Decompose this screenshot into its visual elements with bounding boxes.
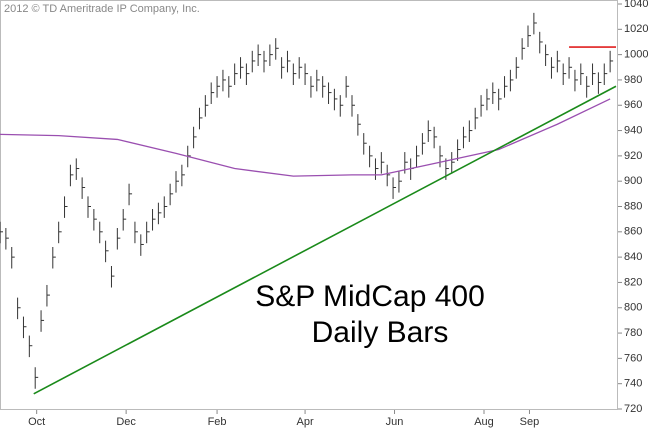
y-tick-label: 920 bbox=[624, 150, 642, 162]
y-tick-label: 840 bbox=[624, 251, 642, 263]
y-tick-label: 960 bbox=[624, 99, 642, 111]
x-tick-label: Feb bbox=[208, 416, 227, 428]
copyright: 2012 © TD Ameritrade IP Company, Inc. bbox=[4, 3, 200, 15]
x-tick-label: Oct bbox=[28, 416, 45, 428]
y-tick-label: 820 bbox=[624, 276, 642, 288]
y-tick-label: 1000 bbox=[624, 49, 648, 61]
x-tick-label: Jun bbox=[386, 416, 404, 428]
line bbox=[33, 85, 617, 395]
x-tick-label: Sep bbox=[520, 416, 540, 428]
y-tick-label: 880 bbox=[624, 200, 642, 212]
y-tick-label: 860 bbox=[624, 226, 642, 238]
y-tick-label: 1020 bbox=[624, 23, 648, 35]
annotation: Daily Bars bbox=[312, 316, 449, 349]
y-tick-label: 800 bbox=[624, 302, 642, 314]
x-tick-label: Apr bbox=[297, 416, 314, 428]
y-tick-label: 720 bbox=[624, 403, 642, 415]
x-tick-label: Dec bbox=[116, 416, 136, 428]
line bbox=[0, 98, 611, 177]
y-tick-label: 780 bbox=[624, 327, 642, 339]
annotation: S&P MidCap 400 bbox=[255, 280, 485, 313]
plot-frame bbox=[0, 0, 618, 410]
x-tick-label: Aug bbox=[474, 416, 494, 428]
y-tick-label: 980 bbox=[624, 74, 642, 86]
y-tick-label: 1040 bbox=[624, 0, 648, 10]
y-tick-label: 940 bbox=[624, 124, 642, 136]
y-tick-label: 740 bbox=[624, 378, 642, 390]
y-tick-label: 900 bbox=[624, 175, 642, 187]
y-tick-label: 760 bbox=[624, 352, 642, 364]
